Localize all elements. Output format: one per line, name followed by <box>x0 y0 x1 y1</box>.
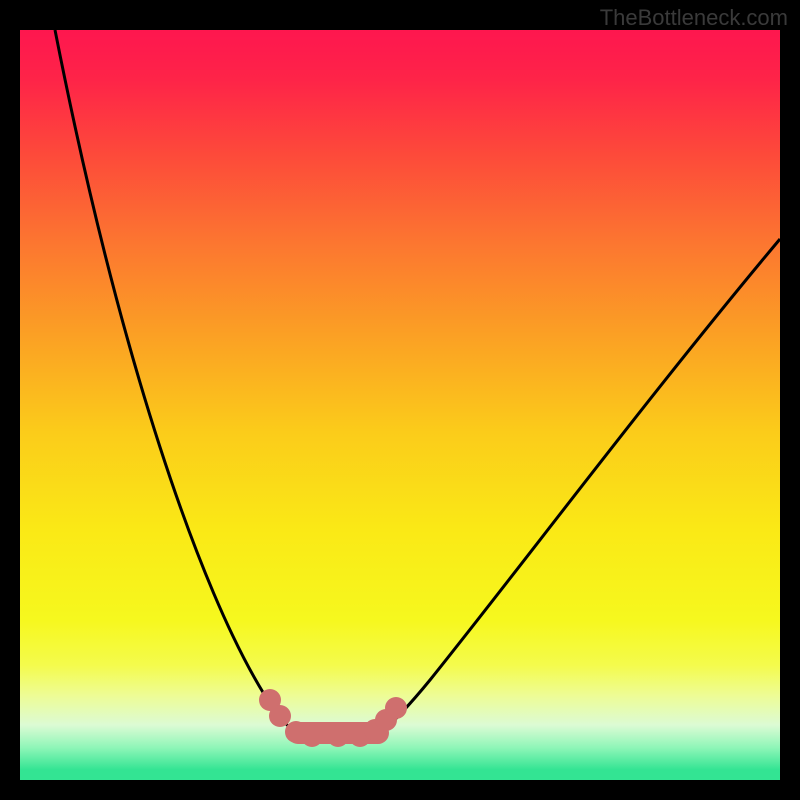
marker-dot <box>327 725 349 747</box>
plot-background <box>20 30 780 780</box>
marker-dot <box>301 725 323 747</box>
watermark-text: TheBottleneck.com <box>600 5 788 30</box>
marker-dot <box>385 697 407 719</box>
bottleneck-chart: TheBottleneck.com <box>0 0 800 800</box>
marker-dot <box>269 705 291 727</box>
